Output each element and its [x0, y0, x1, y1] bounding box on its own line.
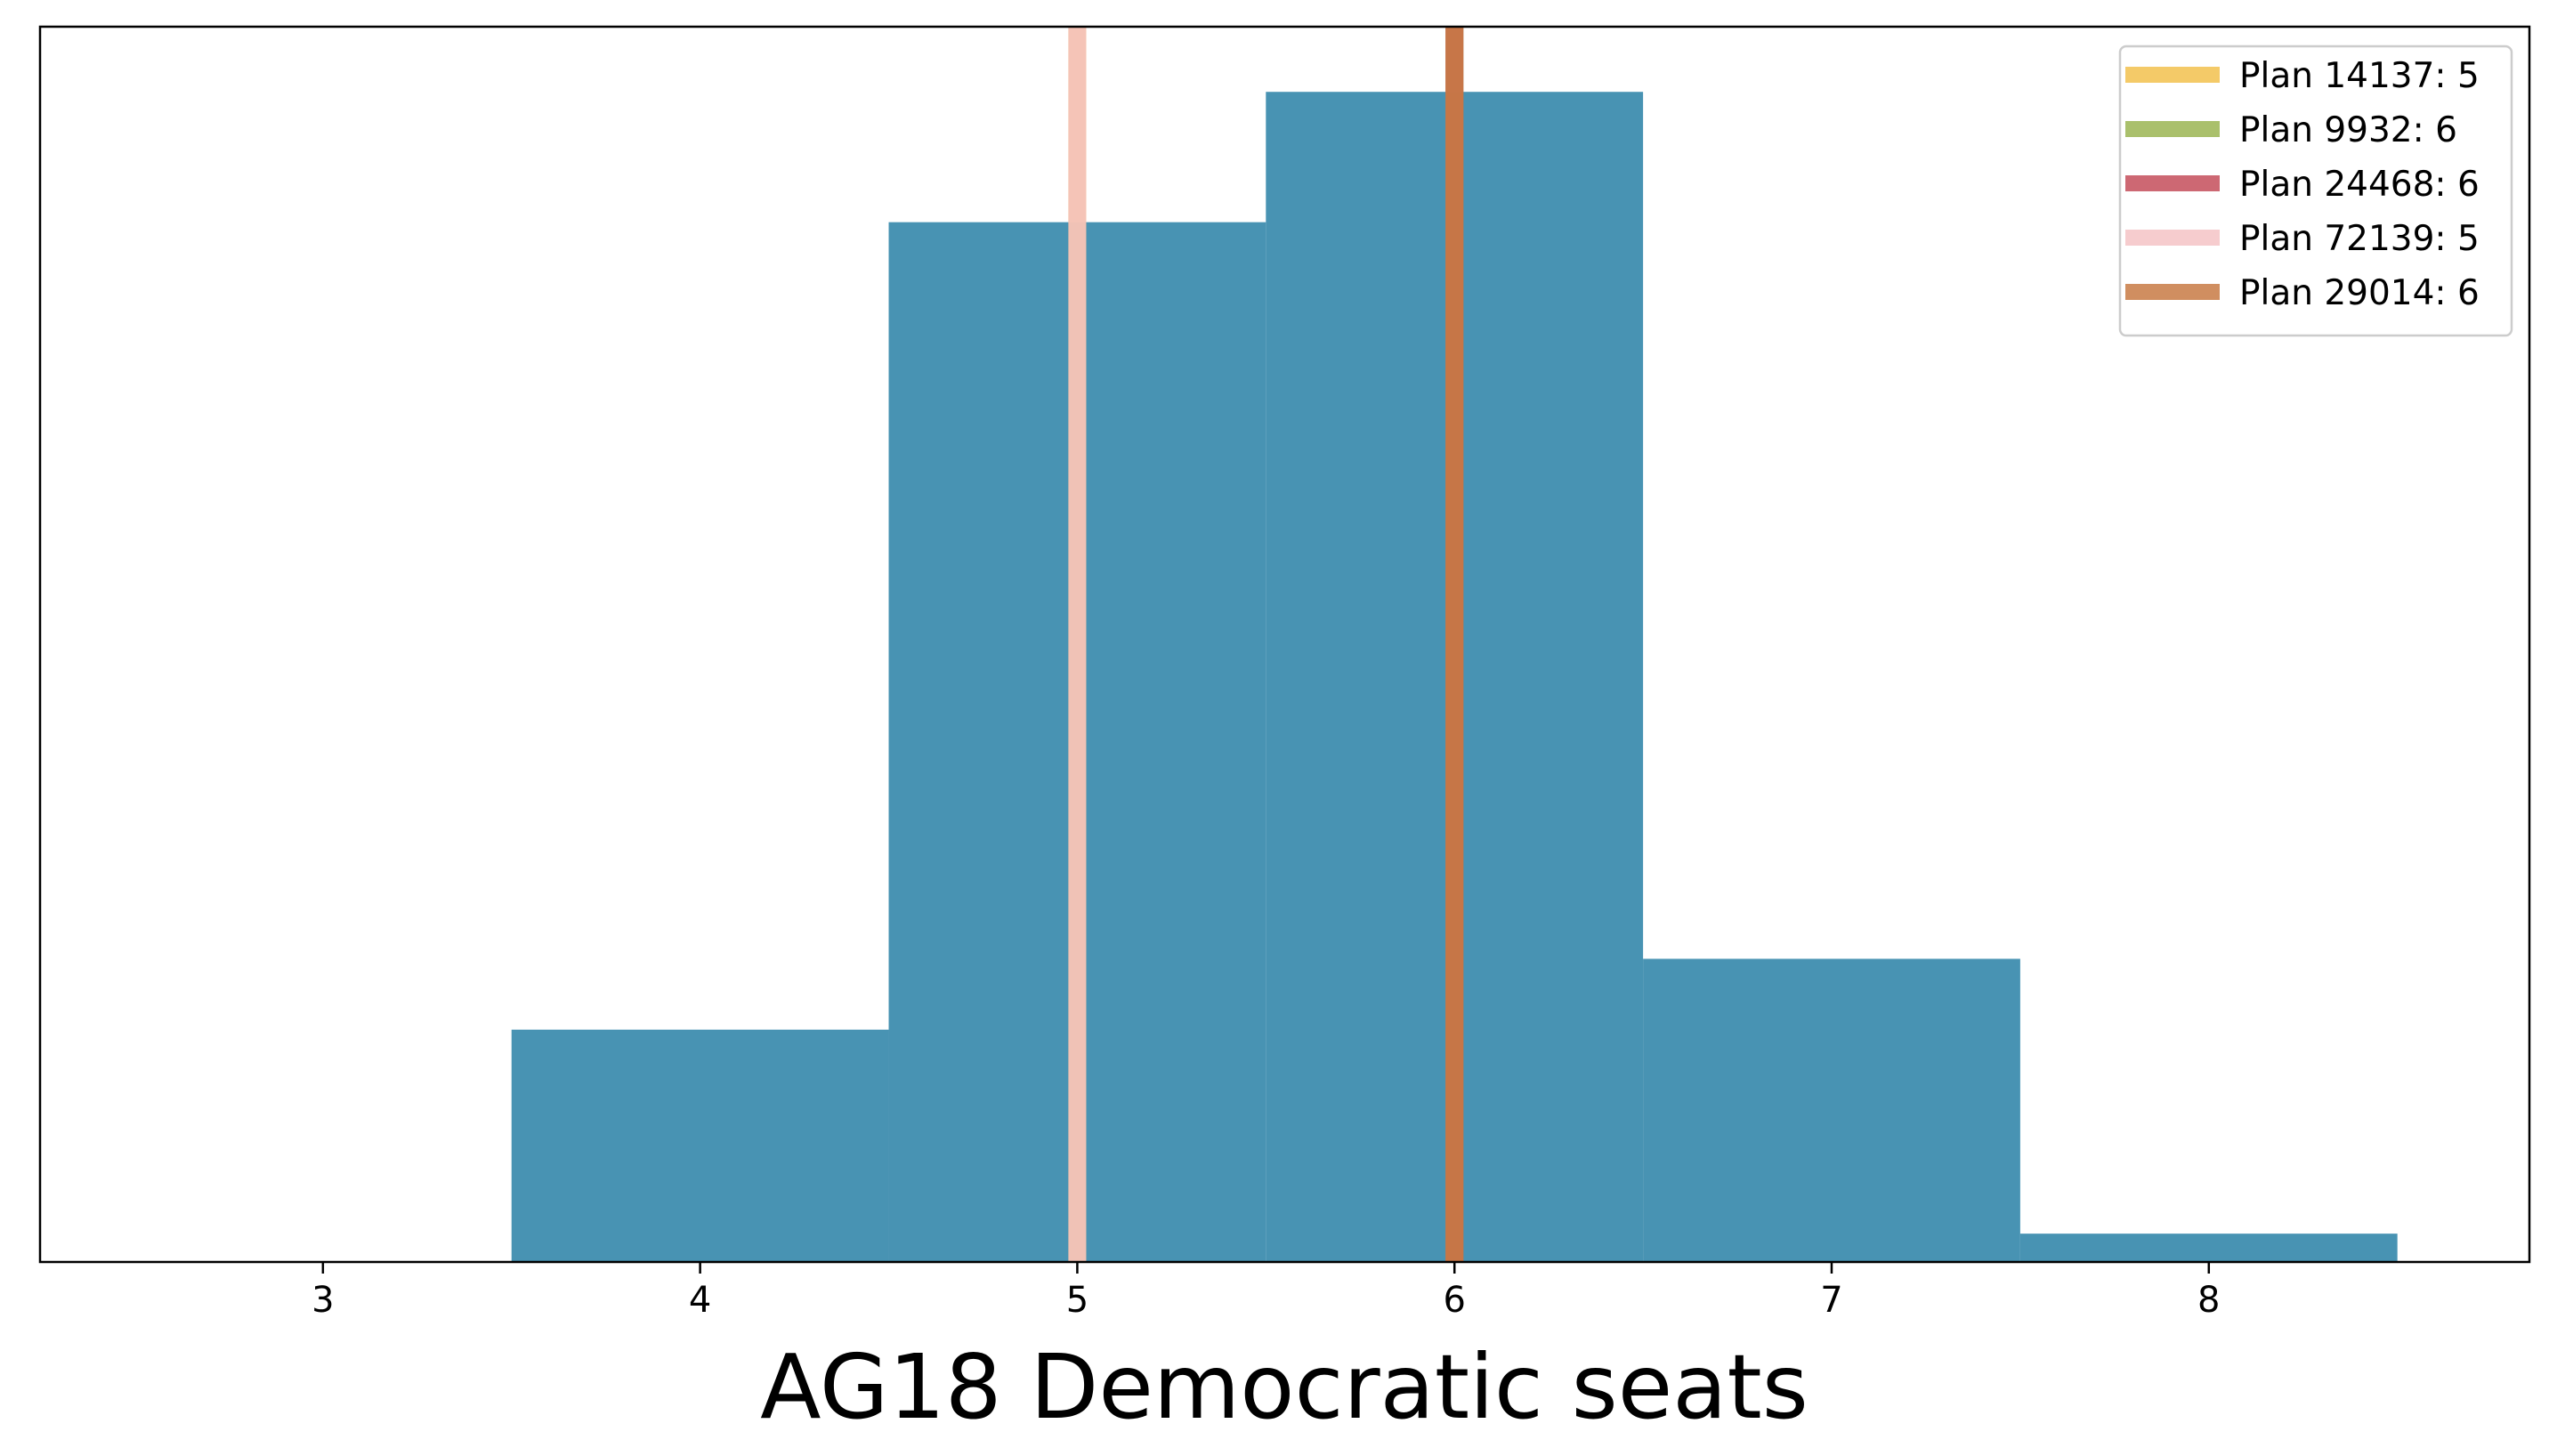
x-tick-label: 5 — [1066, 1280, 1088, 1321]
x-tick-label: 4 — [689, 1280, 711, 1321]
legend-label-2: Plan 24468: 6 — [2239, 165, 2480, 205]
x-tick-label: 3 — [312, 1280, 334, 1321]
legend-box — [2118, 44, 2513, 337]
legend-label-0: Plan 14137: 5 — [2239, 56, 2480, 96]
x-axis-label: AG18 Democratic seats — [760, 1335, 1809, 1439]
legend-label-3: Plan 72139: 5 — [2239, 219, 2480, 259]
legend-label-1: Plan 9932: 6 — [2239, 110, 2457, 150]
legend-label-4: Plan 29014: 6 — [2239, 273, 2480, 313]
histogram-bar-4 — [2019, 1234, 2398, 1262]
histogram-bar-0 — [511, 1029, 889, 1262]
plot-area-frame — [38, 25, 2531, 1264]
x-axis-ticks: 3 4 5 6 7 8 — [312, 1262, 2221, 1321]
x-tick-label: 7 — [1820, 1280, 1842, 1321]
histogram-bar-3 — [1643, 959, 2020, 1262]
x-tick-label: 8 — [2197, 1280, 2220, 1321]
reference-lines — [1068, 27, 1464, 1262]
x-tick-label: 6 — [1443, 1280, 1465, 1321]
legend: Plan 14137: 5 Plan 9932: 6 Plan 24468: 6 Pl… — [2118, 44, 2513, 337]
